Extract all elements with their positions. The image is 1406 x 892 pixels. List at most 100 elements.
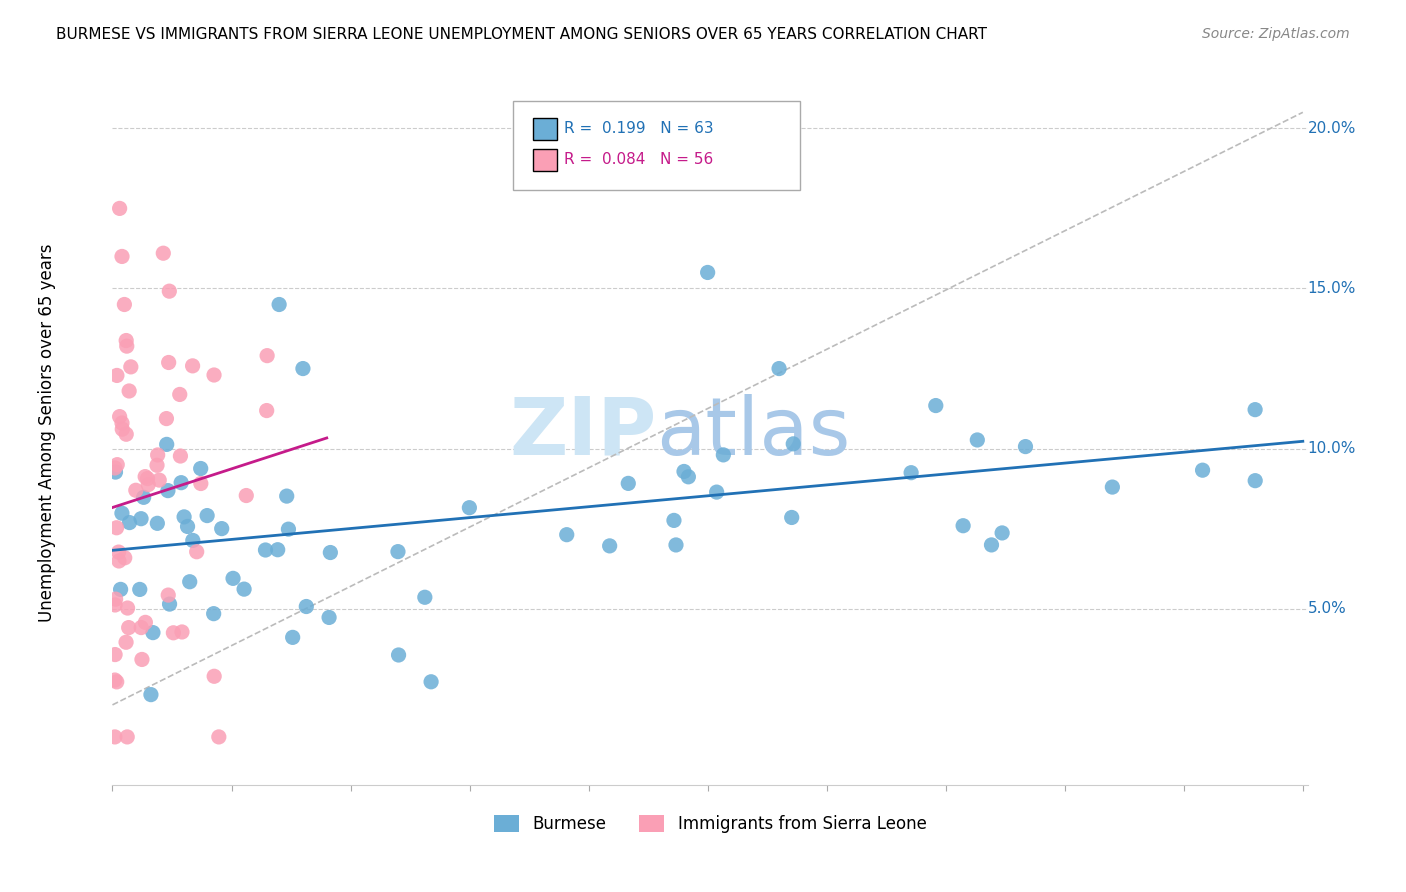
Point (233, 582, 256, 596)
FancyBboxPatch shape (533, 149, 557, 171)
Point (181, 533, 204, 548)
Point (1244, 474, 1267, 488)
Point (136, 471, 159, 485)
Point (117, 601, 139, 615)
Point (128, 582, 150, 597)
Text: 20.0%: 20.0% (1308, 120, 1355, 136)
Point (186, 545, 208, 559)
Point (696, 265, 718, 279)
Point (134, 615, 156, 630)
Point (599, 539, 621, 553)
Point (235, 489, 257, 503)
Point (104, 730, 127, 744)
Point (108, 409, 131, 424)
Point (267, 542, 290, 557)
Point (768, 361, 790, 376)
Point (319, 545, 342, 559)
Point (678, 470, 700, 484)
Point (146, 458, 169, 473)
Point (104, 592, 127, 607)
Point (108, 554, 131, 568)
Point (780, 510, 803, 524)
Text: R =  0.199   N = 63: R = 0.199 N = 63 (564, 121, 714, 136)
Point (118, 516, 141, 530)
Point (111, 506, 134, 520)
Point (105, 458, 128, 472)
Point (387, 544, 409, 558)
Point (458, 500, 481, 515)
Point (256, 403, 278, 417)
Point (115, 635, 138, 649)
Point (115, 334, 138, 348)
Point (190, 461, 212, 475)
Point (111, 416, 134, 430)
Point (136, 477, 159, 491)
Point (277, 522, 299, 536)
Text: ZIP: ZIP (509, 393, 657, 472)
Point (156, 437, 179, 451)
Point (111, 249, 134, 264)
Point (202, 669, 225, 683)
Point (706, 485, 728, 500)
Point (291, 361, 314, 376)
Point (155, 411, 177, 425)
Point (104, 465, 127, 479)
FancyBboxPatch shape (533, 118, 557, 140)
Point (118, 621, 141, 635)
Point (413, 591, 436, 605)
Point (157, 284, 180, 298)
Point (900, 466, 922, 480)
Point (105, 521, 128, 535)
Point (146, 516, 169, 531)
Point (211, 522, 233, 536)
Point (169, 387, 191, 401)
Point (966, 433, 988, 447)
Point (555, 527, 578, 541)
Point (420, 674, 443, 689)
Point (665, 538, 688, 552)
Point (617, 476, 640, 491)
Point (181, 359, 204, 373)
Point (1191, 463, 1213, 477)
Point (190, 476, 212, 491)
Point (105, 368, 128, 383)
Point (179, 574, 201, 589)
Text: 10.0%: 10.0% (1308, 442, 1355, 456)
Point (125, 483, 148, 498)
Point (318, 610, 340, 624)
Point (104, 648, 127, 662)
Point (952, 518, 974, 533)
Point (170, 475, 193, 490)
Point (157, 355, 180, 369)
Point (110, 582, 132, 597)
Point (148, 473, 170, 487)
Point (202, 607, 225, 621)
Point (176, 519, 198, 533)
Point (104, 598, 127, 612)
Point (134, 469, 156, 483)
Point (104, 673, 127, 687)
Point (169, 449, 191, 463)
Text: 5.0%: 5.0% (1308, 601, 1347, 616)
Point (672, 465, 695, 479)
Point (269, 297, 291, 311)
Point (254, 543, 277, 558)
Legend: Burmese, Immigrants from Sierra Leone: Burmese, Immigrants from Sierra Leone (486, 808, 934, 840)
Point (159, 597, 181, 611)
Point (105, 674, 128, 689)
Text: Unemployment Among Seniors over 65 years: Unemployment Among Seniors over 65 years (38, 244, 56, 622)
Point (120, 359, 142, 374)
Point (222, 571, 245, 585)
Point (129, 511, 152, 525)
Point (114, 550, 136, 565)
Point (107, 545, 129, 559)
Point (1244, 402, 1267, 417)
Point (132, 491, 155, 505)
Point (276, 489, 298, 503)
Point (202, 368, 225, 382)
Point (711, 448, 734, 462)
Point (162, 625, 184, 640)
Point (195, 508, 218, 523)
Point (662, 513, 685, 527)
Point (115, 730, 138, 744)
